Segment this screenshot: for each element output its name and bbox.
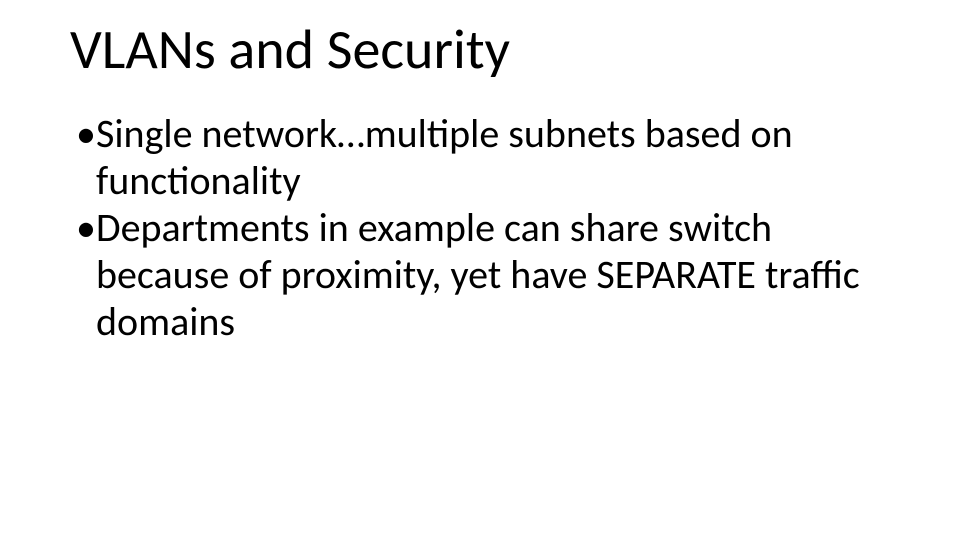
bullet-item: Departments in example can share switch … (88, 204, 890, 346)
slide: VLANs and Security Single network…multip… (0, 0, 960, 540)
bullet-item: Single network…multiple subnets based on… (88, 110, 890, 204)
slide-title: VLANs and Security (70, 20, 890, 82)
bullet-list: Single network…multiple subnets based on… (70, 110, 890, 346)
